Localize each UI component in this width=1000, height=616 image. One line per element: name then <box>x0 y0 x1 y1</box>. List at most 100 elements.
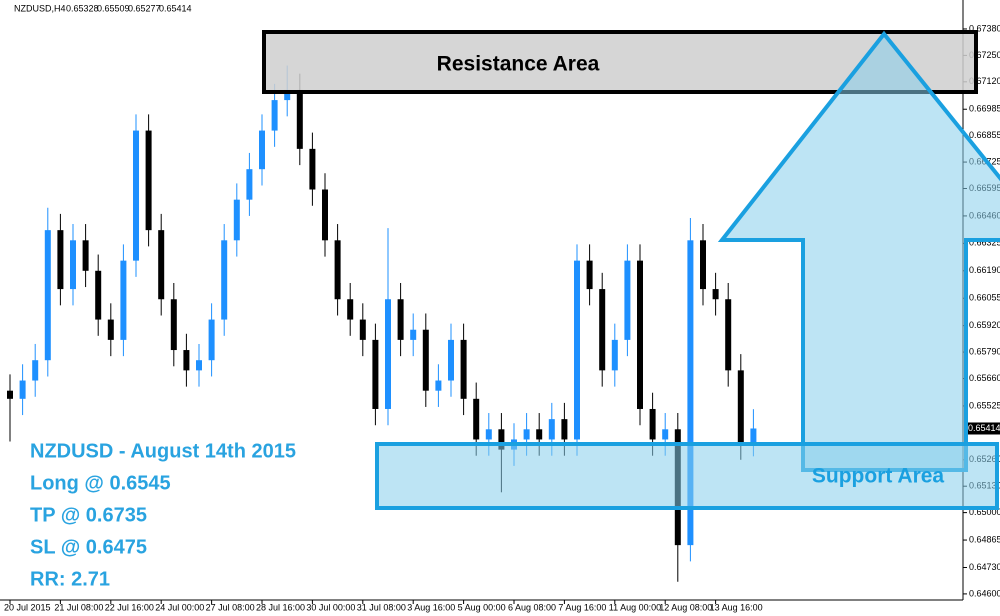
y-tick-label: 0.67380 <box>969 23 1000 33</box>
x-tick-label: 6 Aug 08:00 <box>508 602 556 612</box>
candle-body <box>712 289 719 300</box>
candle-body <box>385 299 391 409</box>
candle-body <box>19 380 26 399</box>
header-low: 0.65277 <box>128 3 161 13</box>
support-label: Support Area <box>812 465 945 488</box>
candle-body <box>221 240 228 320</box>
resistance-label: Resistance Area <box>437 53 600 76</box>
x-tick-label: 12 Aug 08:00 <box>659 602 712 612</box>
candle-body <box>649 408 656 440</box>
candle-body <box>107 319 114 340</box>
x-tick-label: 28 Jul 16:00 <box>256 602 305 612</box>
candle-body <box>637 260 643 409</box>
y-tick-label: 0.65790 <box>969 346 1000 356</box>
y-tick-label: 0.65000 <box>969 507 1000 517</box>
overlay: Resistance Area Support Area NZDUSD - Au… <box>30 30 1000 590</box>
candle-body <box>334 240 341 300</box>
candle-body <box>435 380 442 391</box>
y-tick-label: 0.64600 <box>969 588 1000 598</box>
candle-body <box>536 429 543 440</box>
candle-body <box>725 299 732 371</box>
candle-body <box>82 240 89 271</box>
x-tick-label: 22 Jul 16:00 <box>105 602 154 612</box>
header-close: 0.65414 <box>159 3 192 13</box>
candle-body <box>170 299 177 351</box>
header-open: 0.65328 <box>66 3 99 13</box>
y-tick-label: 0.64865 <box>969 534 1000 544</box>
y-tick-label: 0.66190 <box>969 265 1000 275</box>
y-tick-label: 0.66055 <box>969 293 1000 303</box>
support-box <box>375 442 999 510</box>
candle-body <box>309 148 316 190</box>
y-tick-label: 0.65525 <box>969 400 1000 410</box>
y-tick-label: 0.65920 <box>969 320 1000 330</box>
candle-body <box>145 130 152 231</box>
candle-body <box>183 350 190 371</box>
candle-body <box>624 260 631 340</box>
candle-body <box>687 240 694 546</box>
x-tick-label: 21 Jul 08:00 <box>54 602 103 612</box>
candle-body <box>57 230 64 290</box>
candle-body <box>410 329 417 340</box>
plot-area <box>7 65 757 582</box>
note-line: NZDUSD - August 14th 2015 <box>30 440 296 462</box>
y-tick-label: 0.66985 <box>969 104 1000 114</box>
candle-body <box>296 89 303 149</box>
candle-body <box>611 339 618 371</box>
candle-body <box>359 319 366 340</box>
x-tick-label: 31 Jul 08:00 <box>357 602 406 612</box>
header-high: 0.65509 <box>97 3 130 13</box>
y-tick-label: 0.66325 <box>969 238 1000 248</box>
candle-body <box>7 390 13 399</box>
candle-body <box>208 319 215 361</box>
candle-body <box>196 360 202 371</box>
candle-body <box>284 89 291 101</box>
up-arrow <box>717 30 1000 472</box>
candle-body <box>662 429 669 440</box>
notes: NZDUSD - August 14th 2015 Long @ 0.6545 TP… <box>30 440 296 590</box>
candle-body <box>586 260 593 290</box>
candle-body <box>347 299 354 320</box>
candle-body <box>460 339 467 399</box>
y-tick-label: 0.67120 <box>969 76 1000 86</box>
candle-body <box>485 429 492 440</box>
y-tick-label: 0.66855 <box>969 130 1000 140</box>
x-tick-label: 24 Jul 00:00 <box>155 602 204 612</box>
candle-body <box>422 329 429 391</box>
candle-body <box>259 130 265 170</box>
candle-body <box>133 130 139 261</box>
note-line: Long @ 0.6545 <box>30 472 171 494</box>
candle-body <box>158 230 165 300</box>
candle-body <box>574 260 580 440</box>
x-tick-label: 11 Aug 00:00 <box>609 602 661 612</box>
candle-body <box>70 240 76 290</box>
candle-body <box>473 398 480 440</box>
candle-body <box>44 230 51 361</box>
price-marker <box>964 422 1000 435</box>
x-tick-label: 13 Aug 16:00 <box>710 602 763 612</box>
candle-body <box>737 370 744 444</box>
candle-body <box>95 270 102 320</box>
y-tick-label: 0.64730 <box>969 562 1000 572</box>
x-tick-label: 7 Aug 16:00 <box>558 602 606 612</box>
candle-body <box>498 429 505 450</box>
candle-body <box>372 339 379 409</box>
note-line: SL @ 0.6475 <box>30 536 147 558</box>
candle-body <box>271 100 278 131</box>
candle-body <box>548 419 555 440</box>
price-marker-label: 0.65414 <box>968 423 1000 433</box>
x-tick-label: 27 Jul 08:00 <box>206 602 255 612</box>
symbol: NZDUSD,H4 <box>14 3 66 13</box>
candle-body <box>322 189 328 241</box>
x-tick-label: 3 Aug 16:00 <box>407 602 455 612</box>
candle-body <box>32 360 39 381</box>
candle-body <box>599 289 606 371</box>
note-line: RR: 2.71 <box>30 568 110 590</box>
note-line: TP @ 0.6735 <box>30 504 147 526</box>
y-tick-label: 0.67250 <box>969 50 1000 60</box>
y-tick-label: 0.65660 <box>969 373 1000 383</box>
candle-body <box>246 169 253 200</box>
x-tick-label: 30 Jul 00:00 <box>306 602 355 612</box>
